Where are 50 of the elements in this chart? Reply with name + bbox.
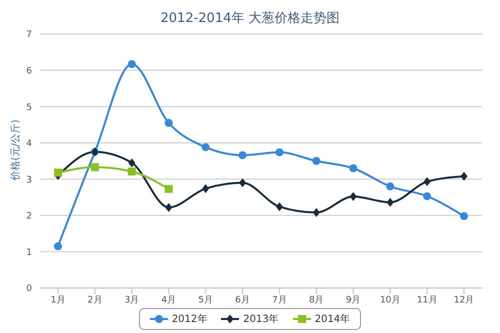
y-tick-label: 0 <box>26 284 32 294</box>
x-tick-label: 9月 <box>346 295 361 306</box>
y-axis-title: 价格(元/公斤) <box>9 119 23 181</box>
point <box>202 184 210 194</box>
point <box>424 177 431 186</box>
point <box>90 163 99 172</box>
y-tick-label: 6 <box>26 66 32 76</box>
point <box>164 118 173 127</box>
point <box>165 202 172 212</box>
x-tick-label: 3月 <box>124 295 140 306</box>
point <box>312 157 320 165</box>
x-tick-label: 11月 <box>416 295 438 306</box>
point <box>54 242 62 250</box>
x-tick-label: 6月 <box>235 295 250 306</box>
x-tick-label: 5月 <box>198 295 214 306</box>
point <box>386 198 394 207</box>
point <box>202 143 210 152</box>
y-tick-label: 4 <box>26 139 32 150</box>
point <box>164 184 173 193</box>
x-tick-label: 1月 <box>50 295 66 306</box>
y-tick-label: 7 <box>26 30 32 40</box>
point <box>54 168 62 177</box>
y-tick-label: 1 <box>26 248 32 258</box>
legend-label: 2013年 <box>242 313 279 326</box>
y-tick-label: 2 <box>26 212 32 222</box>
point <box>349 164 358 172</box>
x-tick-label: 2月 <box>88 295 102 306</box>
x-tick-label: 12月 <box>454 295 474 306</box>
x-tick-label: 10月 <box>380 295 400 306</box>
point <box>423 192 432 200</box>
point <box>460 212 468 220</box>
chart-title: 2012-2014年 大葱价格走势图 <box>160 10 340 28</box>
point <box>128 60 136 68</box>
legend-label: 2012年 <box>170 313 208 326</box>
y-tick-label: 3 <box>26 175 32 186</box>
point <box>128 168 136 176</box>
point <box>239 178 246 188</box>
point <box>275 148 284 156</box>
point <box>276 202 283 212</box>
point <box>350 192 357 202</box>
point <box>128 158 136 168</box>
x-tick-label: 7月 <box>272 295 287 306</box>
point <box>386 182 394 190</box>
x-tick-label: 4月 <box>161 295 176 306</box>
x-tick-label: 8月 <box>308 295 324 306</box>
point <box>312 208 320 218</box>
y-tick-label: 5 <box>26 102 32 113</box>
legend-label: 2014年 <box>314 313 350 326</box>
point <box>238 151 247 160</box>
point <box>460 172 468 181</box>
